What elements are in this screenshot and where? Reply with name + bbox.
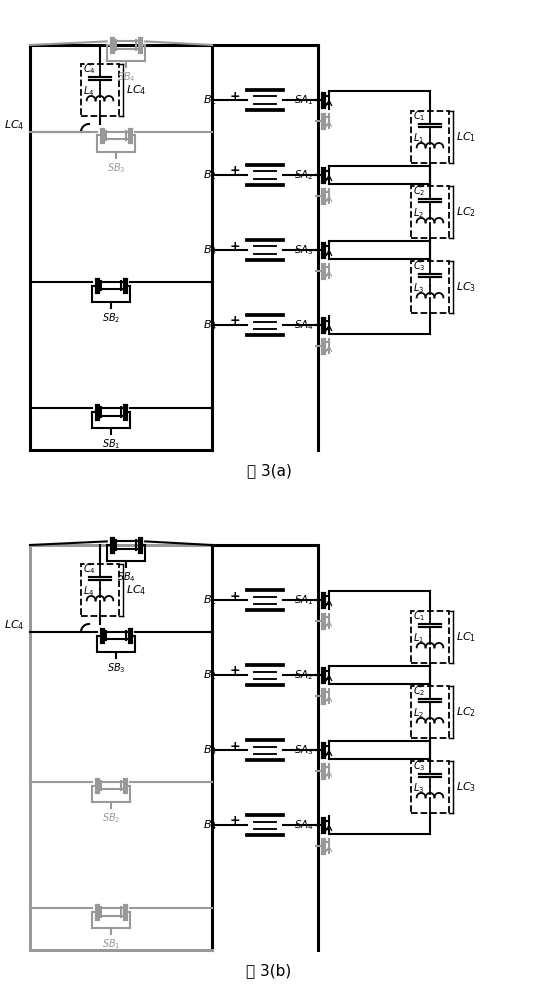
Text: $C_2$: $C_2$ xyxy=(413,684,426,698)
Text: +: + xyxy=(230,90,240,103)
Text: $L_4$: $L_4$ xyxy=(83,585,94,598)
Text: $LC_4$: $LC_4$ xyxy=(4,118,25,132)
Text: $SB_3$: $SB_3$ xyxy=(107,161,125,175)
Text: $B_3$: $B_3$ xyxy=(203,243,217,257)
Text: $SA_2$: $SA_2$ xyxy=(294,168,314,182)
Text: $LC_3$: $LC_3$ xyxy=(456,780,476,794)
Text: $B_2$: $B_2$ xyxy=(203,668,217,682)
Text: $SB_4$: $SB_4$ xyxy=(117,571,136,584)
Text: 图 3(b): 图 3(b) xyxy=(246,963,292,978)
Bar xyxy=(81,564,119,616)
Text: $C_4$: $C_4$ xyxy=(83,562,96,576)
Text: $LC_2$: $LC_2$ xyxy=(456,205,476,219)
Text: 图 3(a): 图 3(a) xyxy=(246,463,292,478)
Text: +: + xyxy=(230,239,240,252)
Text: $SB_3$: $SB_3$ xyxy=(107,661,125,675)
Text: $SA_1$: $SA_1$ xyxy=(294,93,314,107)
Text: $B_1$: $B_1$ xyxy=(203,93,217,107)
Text: $L_3$: $L_3$ xyxy=(413,282,424,295)
Text: $SB_2$: $SB_2$ xyxy=(102,811,120,825)
Text: $L_3$: $L_3$ xyxy=(413,782,424,795)
Text: +: + xyxy=(230,164,240,178)
Text: +: + xyxy=(230,814,240,827)
Text: $LC_4$: $LC_4$ xyxy=(4,618,25,632)
Text: $SA_1$: $SA_1$ xyxy=(294,593,314,607)
Bar xyxy=(411,686,449,738)
Text: $B_4$: $B_4$ xyxy=(203,818,217,832)
Text: $SA_2$: $SA_2$ xyxy=(294,668,314,682)
Bar xyxy=(81,64,119,116)
Bar xyxy=(411,111,449,163)
Text: $SB_2$: $SB_2$ xyxy=(102,311,120,325)
Bar xyxy=(411,186,449,238)
Text: $L_1$: $L_1$ xyxy=(413,632,424,645)
Text: +: + xyxy=(230,314,240,328)
Text: $L_4$: $L_4$ xyxy=(83,85,94,98)
Text: +: + xyxy=(230,589,240,602)
Text: $L_2$: $L_2$ xyxy=(413,707,424,720)
Text: $LC_2$: $LC_2$ xyxy=(456,705,476,719)
Text: $SB_1$: $SB_1$ xyxy=(102,438,121,451)
Text: $LC_1$: $LC_1$ xyxy=(456,130,476,144)
Text: $SA_4$: $SA_4$ xyxy=(294,318,314,332)
Text: $SA_3$: $SA_3$ xyxy=(294,243,314,257)
Text: $LC_4$: $LC_4$ xyxy=(126,583,146,597)
Text: $SA_3$: $SA_3$ xyxy=(294,743,314,757)
Text: +: + xyxy=(230,739,240,752)
Text: $B_3$: $B_3$ xyxy=(203,743,217,757)
Text: $B_1$: $B_1$ xyxy=(203,593,217,607)
Text: $B_4$: $B_4$ xyxy=(203,318,217,332)
Text: $SB_1$: $SB_1$ xyxy=(102,938,121,951)
Text: $LC_3$: $LC_3$ xyxy=(456,280,476,294)
Text: $L_2$: $L_2$ xyxy=(413,207,424,220)
Text: +: + xyxy=(230,664,240,678)
Text: $LC_1$: $LC_1$ xyxy=(456,630,476,644)
Text: $LC_4$: $LC_4$ xyxy=(126,83,146,97)
Text: $C_4$: $C_4$ xyxy=(83,62,96,76)
Text: $B_2$: $B_2$ xyxy=(203,168,217,182)
Text: $C_3$: $C_3$ xyxy=(413,259,426,273)
Text: $C_2$: $C_2$ xyxy=(413,184,426,198)
Text: $SB_4$: $SB_4$ xyxy=(117,71,136,84)
Bar xyxy=(411,761,449,813)
Text: $C_1$: $C_1$ xyxy=(413,609,426,623)
Bar xyxy=(411,261,449,313)
Text: $L_1$: $L_1$ xyxy=(413,132,424,145)
Text: $SA_4$: $SA_4$ xyxy=(294,818,314,832)
Text: $C_3$: $C_3$ xyxy=(413,759,426,773)
Text: $C_1$: $C_1$ xyxy=(413,109,426,123)
Bar xyxy=(411,611,449,663)
